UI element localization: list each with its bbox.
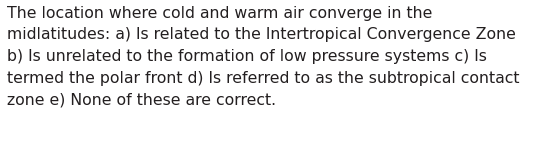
Text: The location where cold and warm air converge in the
midlatitudes: a) Is related: The location where cold and warm air con…	[7, 6, 519, 107]
